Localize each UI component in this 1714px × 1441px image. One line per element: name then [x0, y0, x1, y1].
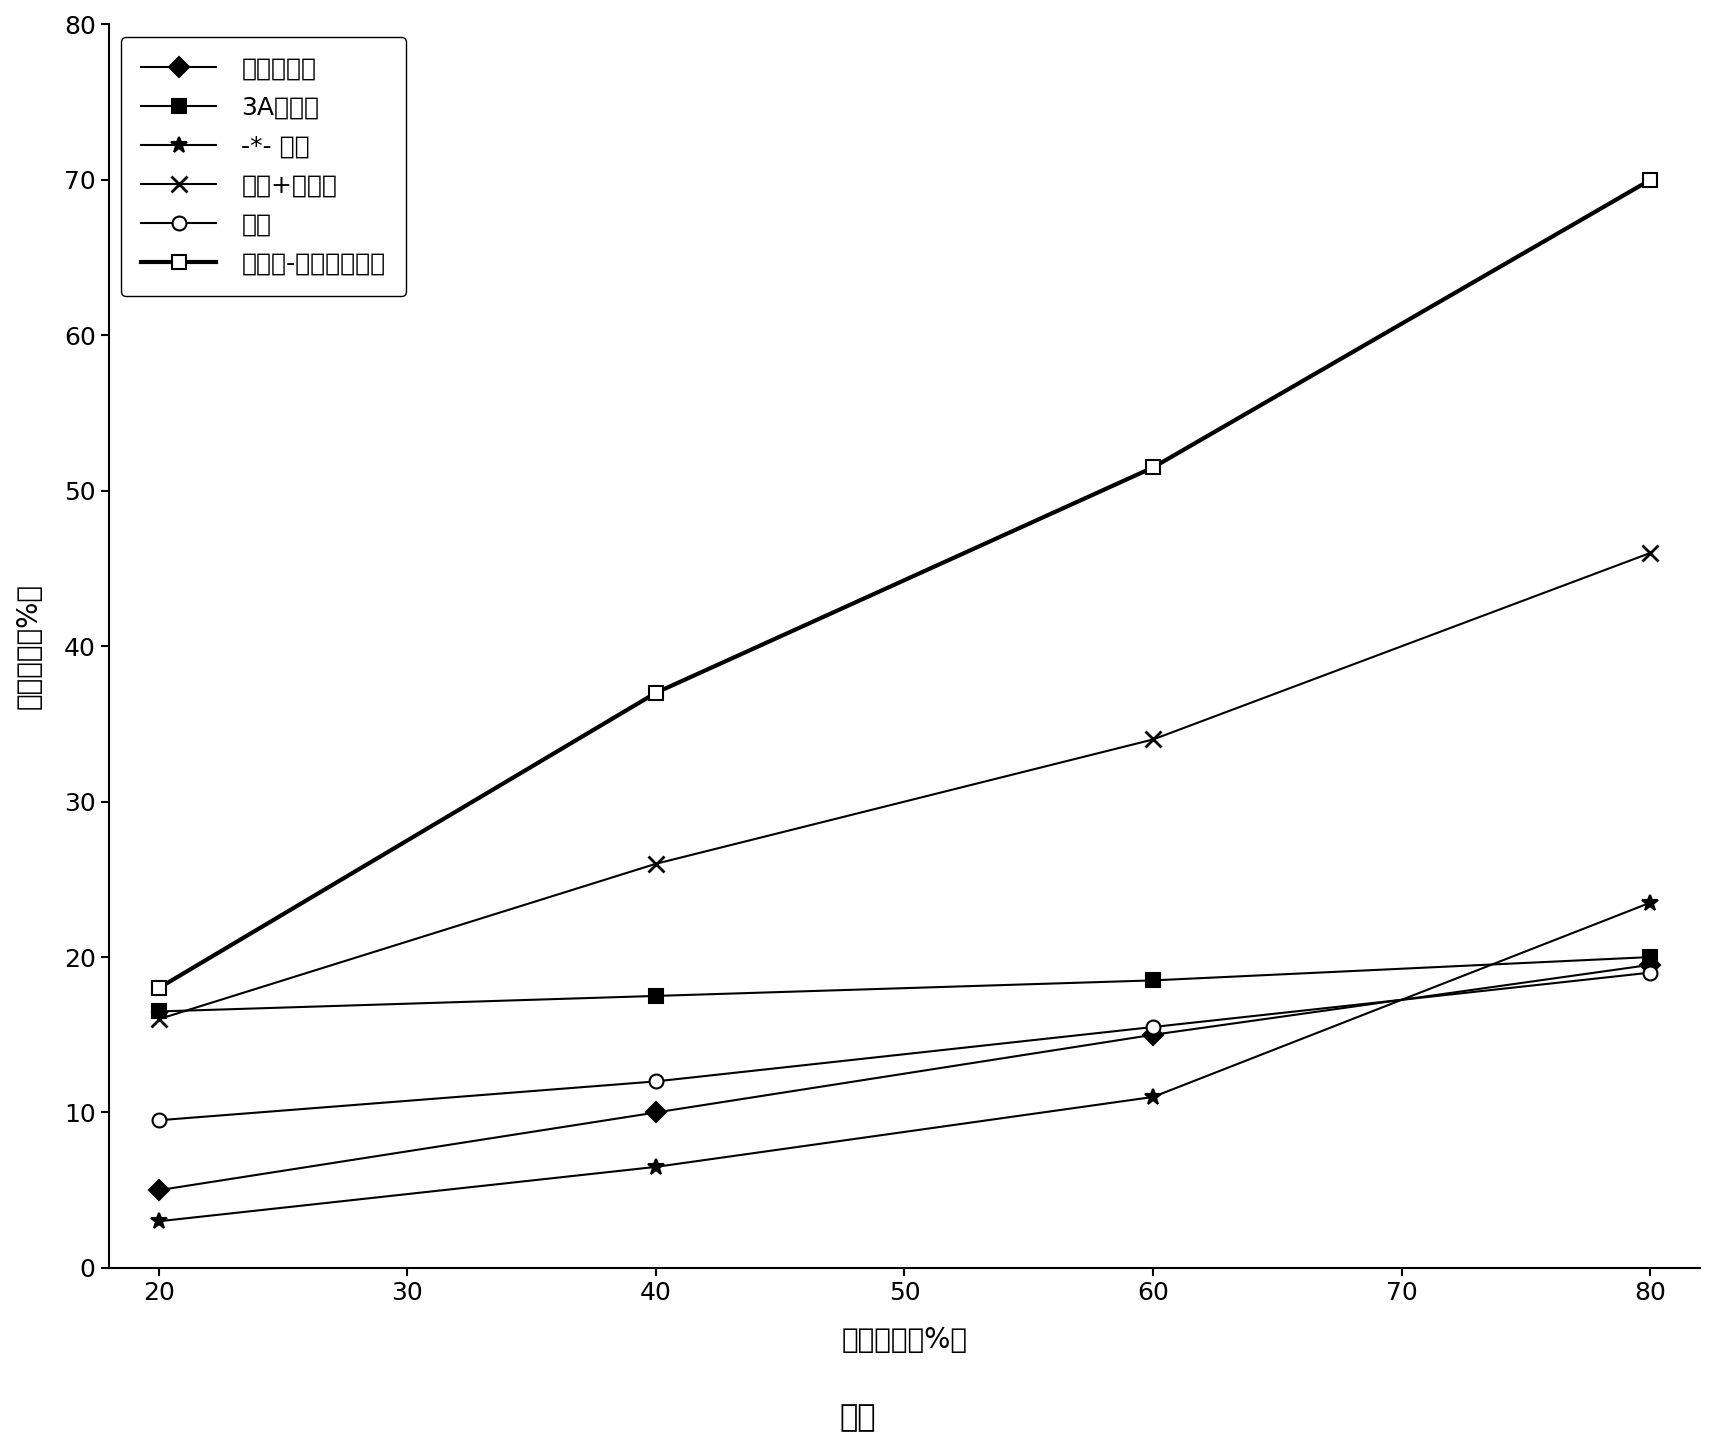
Y-axis label: 吸附水量（%）: 吸附水量（%）: [15, 584, 43, 709]
Legend: 中空干燥剂, 3A分子筛, -*- 硬胶, 凹土+氯化馒, 凹土, 废酸液-凹凸棒石粘土: 中空干燥剂, 3A分子筛, -*- 硬胶, 凹土+氯化馒, 凹土, 废酸液-凹凸…: [122, 37, 405, 295]
Text: 图１: 图１: [838, 1404, 876, 1432]
X-axis label: 相对湿度（%）: 相对湿度（%）: [842, 1326, 967, 1355]
